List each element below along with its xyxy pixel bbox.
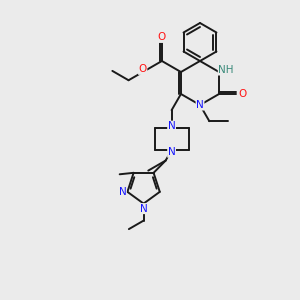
Text: O: O xyxy=(139,64,147,74)
Text: N: N xyxy=(140,204,148,214)
Text: N: N xyxy=(168,121,176,131)
Text: NH: NH xyxy=(218,65,234,75)
Text: O: O xyxy=(158,32,166,42)
Text: N: N xyxy=(168,147,176,157)
Text: N: N xyxy=(118,187,126,197)
Text: O: O xyxy=(238,89,247,99)
Text: N: N xyxy=(196,100,204,110)
